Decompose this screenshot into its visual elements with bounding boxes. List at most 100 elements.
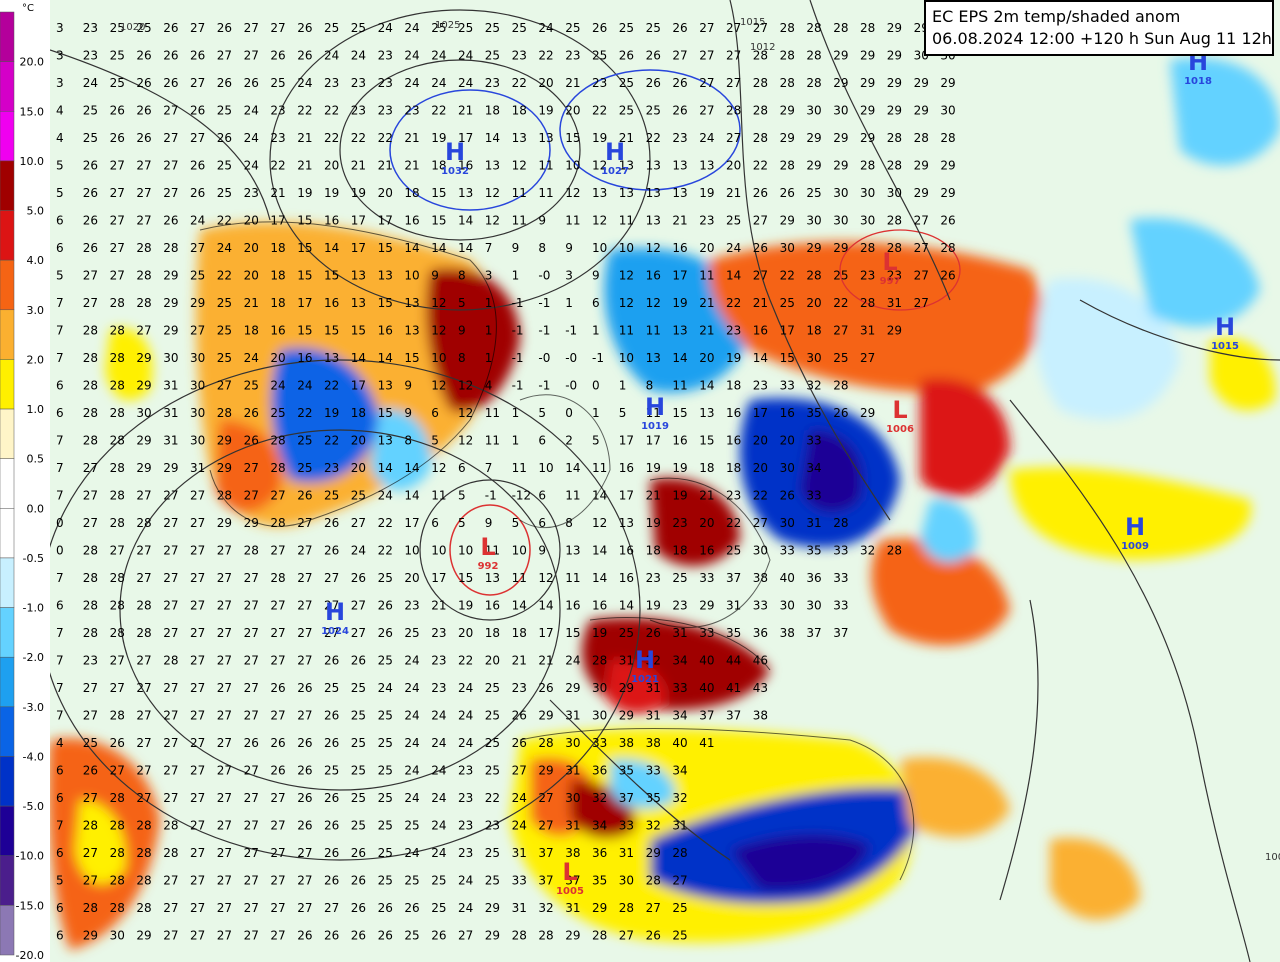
grid-value: 30 xyxy=(806,214,821,228)
grid-value: 18 xyxy=(485,626,500,640)
weather-map: 3 23 25 25 26 27 26 27 27 26 25 25 24 24 25 25 25 25 24 25 2… xyxy=(50,0,1280,962)
grid-value: 34 xyxy=(806,461,821,475)
grid-value: 23 xyxy=(351,104,366,118)
legend-swatch xyxy=(0,310,14,360)
grid-value: 27 xyxy=(297,874,312,888)
grid-value: 28 xyxy=(136,846,151,860)
grid-value: 22 xyxy=(726,296,741,310)
grid-value: 8 xyxy=(404,434,412,448)
grid-value: 19 xyxy=(646,516,661,530)
grid-value: 18 xyxy=(672,544,687,558)
grid-value: 26 xyxy=(324,819,339,833)
grid-value: 13 xyxy=(565,544,580,558)
grid-value: 15 xyxy=(458,571,473,585)
grid-value: 26 xyxy=(646,76,661,90)
grid-value: 11 xyxy=(512,214,527,228)
grid-value: 26 xyxy=(592,21,607,35)
grid-value: 28 xyxy=(136,296,151,310)
grid-value: 27 xyxy=(83,846,98,860)
grid-value: 26 xyxy=(780,186,795,200)
grid-value: 28 xyxy=(780,21,795,35)
grid-value: 26 xyxy=(351,654,366,668)
grid-value: 18 xyxy=(646,544,661,558)
grid-value: 12 xyxy=(619,269,634,283)
grid-value: 25 xyxy=(217,104,232,118)
grid-value: 29 xyxy=(914,186,929,200)
grid-value: 27 xyxy=(190,241,205,255)
grid-value: 26 xyxy=(324,791,339,805)
grid-value: 23 xyxy=(672,131,687,145)
grid-value: 25 xyxy=(646,21,661,35)
grid-value: 27 xyxy=(914,214,929,228)
grid-value: 24 xyxy=(244,104,259,118)
grid-value: 25 xyxy=(217,296,232,310)
grid-value: 29 xyxy=(217,434,232,448)
grid-value: 20 xyxy=(565,104,580,118)
grid-value: 27 xyxy=(190,736,205,750)
grid-value: 33 xyxy=(699,571,714,585)
grid-value: 23 xyxy=(351,76,366,90)
grid-value: 22 xyxy=(726,516,741,530)
grid-value: 27 xyxy=(619,929,634,943)
grid-value: 27 xyxy=(297,709,312,723)
grid-value: 22 xyxy=(378,131,393,145)
legend-label: -15.0 xyxy=(16,899,44,912)
grid-value: 27 xyxy=(351,516,366,530)
grid-value: 27 xyxy=(244,21,259,35)
grid-value: 29 xyxy=(914,76,929,90)
grid-value: 25 xyxy=(378,791,393,805)
grid-value: 25 xyxy=(244,379,259,393)
grid-value: 31 xyxy=(806,516,821,530)
grid-value: 28 xyxy=(270,434,285,448)
grid-value: 17 xyxy=(780,324,795,338)
grid-value: 24 xyxy=(431,49,446,63)
grid-value: 1 xyxy=(485,324,493,338)
grid-value: 35 xyxy=(726,626,741,640)
grid-value: 30 xyxy=(619,874,634,888)
grid-value: 22 xyxy=(538,49,553,63)
grid-value: 27 xyxy=(244,819,259,833)
grid-value: 24 xyxy=(458,76,473,90)
grid-value: 16 xyxy=(324,296,339,310)
grid-value: 25 xyxy=(619,104,634,118)
grid-value: 24 xyxy=(378,489,393,503)
grid-value: 27 xyxy=(217,571,232,585)
grid-value: 28 xyxy=(860,21,875,35)
grid-value: 27 xyxy=(190,324,205,338)
grid-value: 26 xyxy=(324,874,339,888)
grid-value: 27 xyxy=(297,544,312,558)
grid-value: 25 xyxy=(485,709,500,723)
grid-value: 27 xyxy=(270,874,285,888)
grid-value: 26 xyxy=(378,626,393,640)
grid-value: 24 xyxy=(324,49,339,63)
grid-value: 27 xyxy=(163,131,178,145)
grid-value: 14 xyxy=(672,351,687,365)
grid-value: 16 xyxy=(646,269,661,283)
grid-value: 27 xyxy=(244,571,259,585)
grid-value: 18 xyxy=(351,406,366,420)
grid-value: 26 xyxy=(672,21,687,35)
grid-value: 24 xyxy=(458,49,473,63)
grid-value: 3 xyxy=(485,269,493,283)
grid-value: 11 xyxy=(485,434,500,448)
grid-value: 24 xyxy=(431,709,446,723)
grid-value: 27 xyxy=(753,516,768,530)
pressure-value: 1021 xyxy=(631,674,659,685)
grid-value: 25 xyxy=(485,21,500,35)
grid-value: 20 xyxy=(726,159,741,173)
grid-value: 5 xyxy=(56,269,64,283)
low-pressure-marker: L xyxy=(882,248,897,276)
grid-value: 14 xyxy=(458,214,473,228)
grid-value: 12 xyxy=(512,159,527,173)
grid-value: 28 xyxy=(806,21,821,35)
grid-value: 15 xyxy=(324,324,339,338)
grid-value: 8 xyxy=(565,516,573,530)
grid-value: 27 xyxy=(244,791,259,805)
grid-value: 31 xyxy=(163,434,178,448)
grid-value: 25 xyxy=(780,296,795,310)
grid-value: 10 xyxy=(619,351,634,365)
grid-value: 27 xyxy=(190,929,205,943)
grid-value: 24 xyxy=(297,379,312,393)
grid-value: 6 xyxy=(538,516,546,530)
legend-label: -1.0 xyxy=(23,602,44,615)
